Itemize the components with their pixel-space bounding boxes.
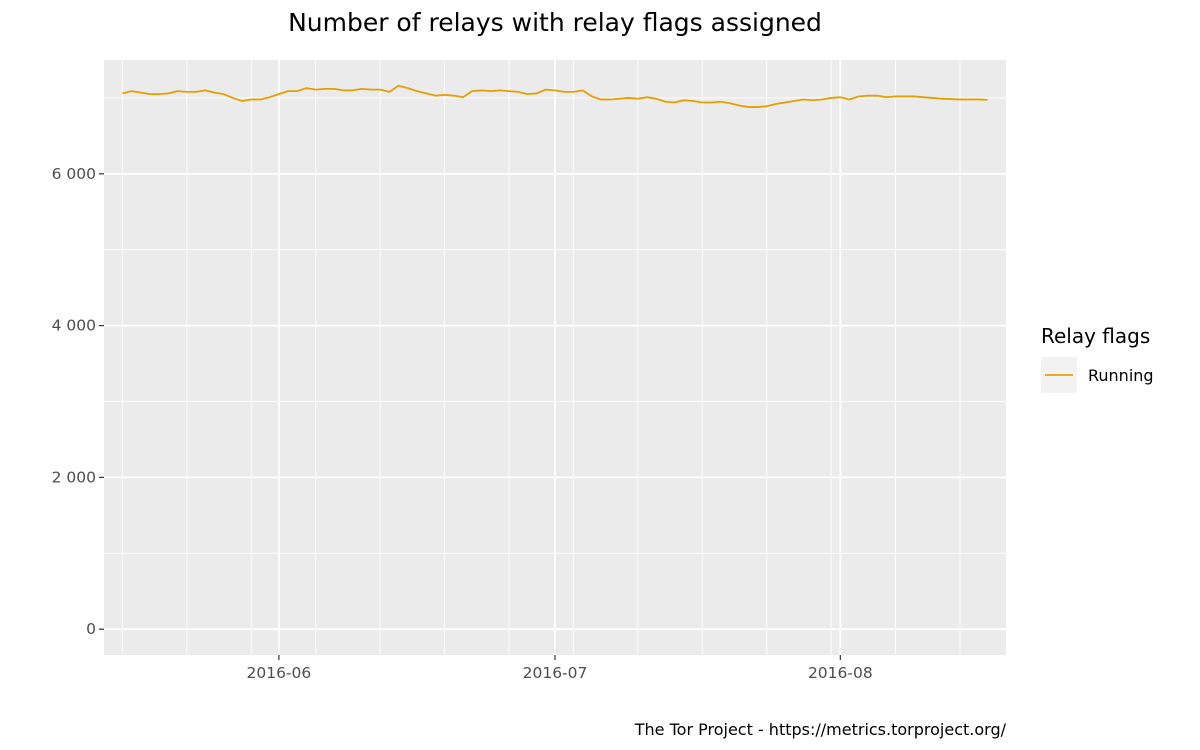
x-tick-label: 2016-06: [246, 664, 311, 682]
x-axis: 2016-06 2016-07 2016-08: [246, 655, 873, 682]
chart-title: Number of relays with relay flags assign…: [288, 8, 822, 37]
x-tick-label: 2016-07: [523, 664, 588, 682]
legend-label-running: Running: [1088, 366, 1154, 385]
y-tick-label: 4 000: [52, 317, 96, 335]
series-layer: [122, 84, 988, 108]
y-tick-label: 2 000: [52, 468, 96, 486]
legend-title: Relay flags: [1041, 324, 1150, 348]
major-gridlines: [104, 60, 1006, 655]
x-tick-label: 2016-08: [808, 664, 873, 682]
legend: Relay flags Running: [1041, 324, 1154, 393]
y-axis: 0 2 000 4 000 6 000: [52, 165, 104, 638]
caption: The Tor Project - https://metrics.torpro…: [634, 720, 1007, 739]
y-tick-label: 0: [86, 620, 96, 638]
y-tick-label: 6 000: [52, 165, 96, 183]
series-line-running: [122, 84, 988, 108]
